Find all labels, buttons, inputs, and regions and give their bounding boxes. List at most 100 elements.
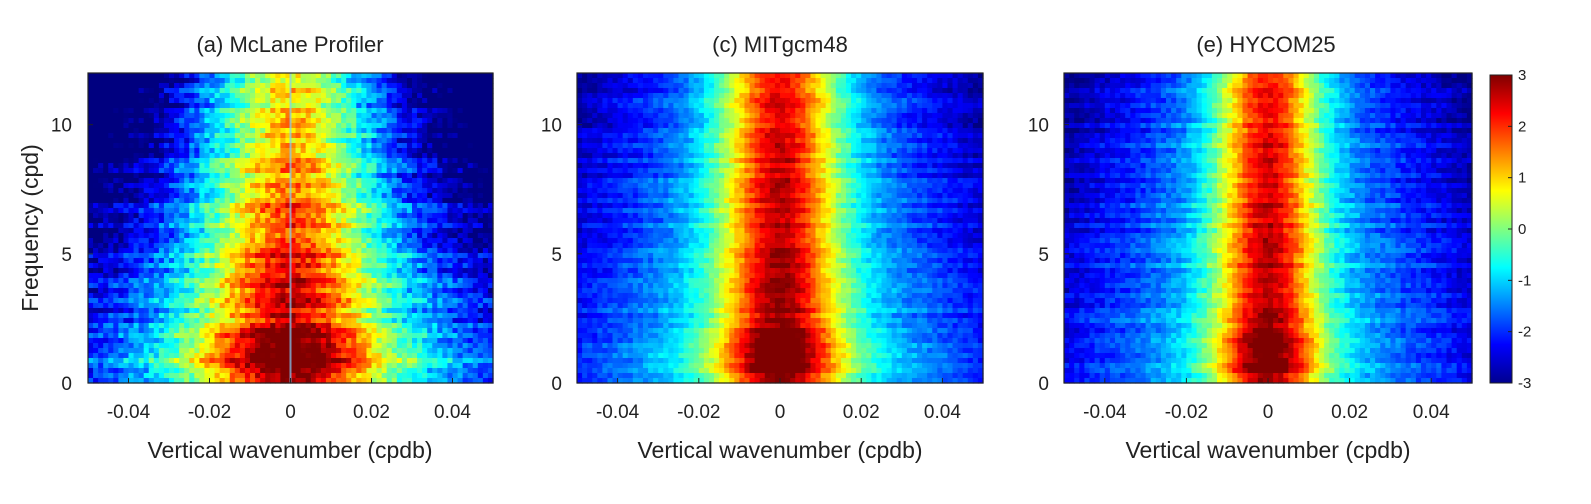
heatmap-cell	[381, 113, 388, 119]
heatmap-cell	[371, 228, 378, 234]
heatmap-cell	[260, 278, 266, 284]
heatmap-cell	[209, 203, 216, 209]
heatmap-cell	[320, 283, 327, 289]
heatmap-cell	[341, 213, 347, 219]
heatmap-cell	[356, 283, 362, 289]
heatmap-cell	[331, 178, 337, 184]
heatmap-cell	[280, 193, 287, 199]
heatmap-cell	[290, 118, 297, 124]
heatmap-cell	[462, 318, 469, 324]
heatmap-cell	[295, 208, 302, 214]
heatmap-cell	[482, 103, 489, 109]
heatmap-cell	[627, 73, 634, 79]
heatmap-cell	[204, 143, 211, 149]
heatmap-cell	[295, 323, 302, 329]
heatmap-cell	[158, 358, 165, 364]
heatmap-cell	[366, 223, 373, 229]
heatmap-cell	[422, 243, 428, 249]
heatmap-cell	[214, 153, 221, 159]
heatmap-cell	[371, 258, 378, 264]
heatmap-cell	[356, 338, 362, 344]
heatmap-cell	[189, 298, 195, 304]
heatmap-cell	[295, 308, 302, 314]
heatmap-cell	[194, 88, 200, 94]
heatmap-cell	[310, 298, 317, 304]
heatmap-cell	[290, 278, 297, 284]
heatmap-cell	[356, 298, 362, 304]
heatmap-cell	[158, 73, 165, 79]
heatmap-cell	[224, 78, 231, 84]
heatmap-cell	[295, 98, 302, 104]
heatmap-cell	[184, 238, 190, 244]
heatmap-cell	[179, 233, 185, 239]
heatmap-cell	[158, 193, 165, 199]
heatmap-cell	[209, 198, 216, 204]
heatmap-cell	[285, 158, 292, 164]
heatmap-cell	[93, 288, 99, 294]
heatmap-cell	[482, 298, 489, 304]
heatmap-cell	[325, 113, 332, 119]
heatmap-cell	[452, 223, 459, 229]
heatmap-cell	[462, 128, 469, 134]
heatmap-cell	[219, 208, 226, 214]
heatmap-cell	[138, 368, 145, 374]
heatmap-cell	[320, 203, 327, 209]
heatmap-cell	[310, 133, 317, 139]
heatmap-cell	[163, 173, 170, 179]
heatmap-cell	[179, 163, 185, 169]
heatmap-cell	[239, 368, 246, 374]
heatmap-cell	[356, 73, 362, 79]
heatmap-cell	[477, 193, 484, 199]
heatmap-cell	[128, 248, 135, 254]
heatmap-cell	[376, 203, 383, 209]
heatmap-cell	[467, 123, 474, 129]
heatmap-cell	[331, 293, 337, 299]
heatmap-cell	[244, 178, 251, 184]
heatmap-cell	[487, 168, 494, 174]
heatmap-cell	[148, 268, 155, 274]
heatmap-cell	[265, 258, 271, 264]
heatmap-cell	[199, 353, 206, 359]
heatmap-cell	[214, 373, 221, 379]
heatmap-cell	[153, 108, 160, 114]
heatmap-cell	[401, 123, 408, 129]
heatmap-cell	[442, 273, 449, 279]
heatmap-cell	[199, 153, 206, 159]
heatmap-cell	[482, 178, 489, 184]
heatmap-cell	[123, 263, 130, 269]
heatmap-cell	[133, 73, 140, 79]
heatmap-cell	[214, 238, 221, 244]
heatmap-cell	[482, 113, 489, 119]
heatmap-cell	[401, 133, 408, 139]
heatmap-cell	[366, 88, 373, 94]
heatmap-cell	[290, 223, 297, 229]
heatmap-cell	[224, 103, 231, 109]
heatmap-cell	[371, 168, 378, 174]
heatmap-cell	[244, 263, 251, 269]
heatmap-cell	[163, 273, 170, 279]
heatmap-cell	[113, 178, 119, 184]
heatmap-cell	[381, 168, 388, 174]
heatmap-cell	[376, 73, 383, 79]
heatmap-cell	[381, 123, 388, 129]
heatmap-cell	[123, 278, 130, 284]
heatmap-cell	[320, 103, 327, 109]
heatmap-cell	[163, 78, 170, 84]
heatmap-cell	[386, 198, 393, 204]
heatmap-cell	[356, 178, 362, 184]
heatmap-cell	[270, 298, 276, 304]
heatmap-cell	[341, 203, 347, 209]
heatmap-cell	[93, 148, 99, 154]
heatmap-cell	[255, 138, 261, 144]
heatmap-cell	[477, 268, 484, 274]
heatmap-cell	[396, 218, 403, 224]
heatmap-cell	[113, 168, 119, 174]
heatmap-cell	[325, 288, 332, 294]
heatmap-cell	[103, 308, 109, 314]
heatmap-cell	[163, 168, 170, 174]
heatmap-cell	[417, 173, 423, 179]
heatmap-cell	[452, 148, 459, 154]
heatmap-cell	[88, 113, 94, 119]
heatmap-cell	[300, 228, 307, 234]
heatmap-cell	[290, 198, 297, 204]
